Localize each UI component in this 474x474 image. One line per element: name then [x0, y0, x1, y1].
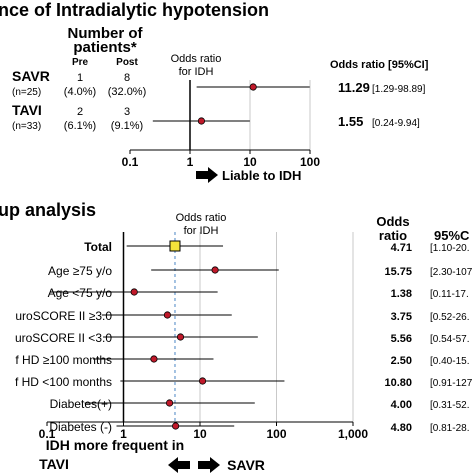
bottom-row-or-value: 3.75 [391, 311, 412, 323]
top-row-post-count: 8 [124, 72, 130, 84]
bottom-row-or-marker-square [169, 240, 181, 252]
bottom-row-ci-text: [0.91-127 [430, 378, 473, 389]
bottom-x-tick-label: 0.1 [39, 427, 56, 441]
bottom-row-ci-text: [0.11-17. [430, 289, 469, 300]
header-patients-line2: patients* [73, 39, 137, 56]
bottom-row-or-value: 1.38 [391, 288, 412, 300]
bottom-row-or-value: 4.71 [391, 242, 412, 254]
bottom-axis-header-line1: Odds ratio [176, 212, 227, 224]
bottom-row-or-marker [176, 333, 185, 341]
bottom-row-or-marker [130, 288, 138, 296]
top-row-post-count: 3 [124, 106, 130, 118]
bottom-row-ci-text: [0.81-28. [430, 423, 469, 434]
bottom-row-ci-text: [2.30-107 [430, 267, 473, 278]
bottom-row-label: uroSCORE II <3.0 [15, 331, 112, 345]
bottom-right-arrow [198, 457, 220, 473]
bottom-row-or-marker [172, 422, 180, 430]
top-x-tick-label: 100 [300, 155, 320, 169]
header-post: Post [116, 57, 138, 68]
top-row-or-marker [249, 83, 257, 91]
top-row-or-marker [197, 117, 206, 125]
bottom-row-label: Age <75 y/o [48, 286, 113, 300]
top-row-post-percent: (32.0%) [108, 86, 147, 98]
top-title: nce of Intradialytic hypotension [0, 0, 269, 20]
bottom-row-ci-text: [1.10-20. [430, 243, 469, 254]
top-axis-header-line2: for IDH [179, 66, 214, 78]
header-pre: Pre [72, 57, 89, 68]
bottom-row-or-value: 15.75 [384, 266, 412, 278]
bottom-or-header-line2: ratio [379, 228, 407, 243]
top-row-or-value: 1.55 [338, 114, 363, 129]
top-liable-arrow [196, 167, 218, 183]
bottom-row-or-marker [165, 399, 174, 407]
top-or-ci-header: Odds ratio [95%CI] [330, 59, 429, 71]
top-row-pre-percent: (4.0%) [64, 86, 96, 98]
top-row-pre-count: 2 [77, 106, 83, 118]
bottom-left-arrow-label: TAVI [39, 456, 69, 472]
top-liable-label: Liable to IDH [222, 168, 301, 183]
bottom-row-label: f HD ≥100 months [15, 353, 112, 367]
bottom-row-label: uroSCORE II ≥3.0 [15, 309, 112, 323]
bottom-or-header-line1: Odds [376, 214, 409, 229]
top-row-pre-count: 1 [77, 72, 83, 84]
top-row-pre-percent: (6.1%) [64, 120, 96, 132]
top-x-tick-label: 10 [243, 155, 257, 169]
top-x-tick-label: 1 [187, 155, 194, 169]
bottom-row-label: Total [84, 240, 112, 254]
header-patients-line1: Number of [68, 25, 144, 42]
bottom-row-or-marker [198, 377, 207, 385]
top-row-group-label: SAVR [12, 68, 50, 84]
bottom-row-or-value: 4.00 [391, 399, 412, 411]
bottom-ci-header: 95%C [434, 228, 470, 243]
bottom-title: up analysis [0, 200, 96, 220]
bottom-row-ci-text: [0.52-26. [430, 312, 469, 323]
bottom-row-ci-text: [0.31-52. [430, 400, 469, 411]
top-row-n-label: (n=33) [12, 121, 41, 132]
bottom-x-tick-label: 100 [266, 427, 286, 441]
bottom-left-arrow [168, 457, 190, 473]
bottom-x-tick-label: 1,000 [338, 427, 368, 441]
top-row-ci-text: [0.24-9.94] [372, 118, 420, 129]
bottom-row-label: Diabetes (-) [49, 420, 112, 434]
top-x-tick-label: 0.1 [122, 155, 139, 169]
top-row-group-label: TAVI [12, 102, 42, 118]
bottom-x-tick-label: 10 [193, 427, 207, 441]
bottom-row-or-marker [211, 266, 219, 274]
bottom-row-or-marker [150, 355, 158, 363]
bottom-row-ci-text: [0.54-57. [430, 334, 469, 345]
bottom-right-arrow-label: SAVR [227, 457, 265, 473]
bottom-row-label: Age ≥75 y/o [48, 264, 112, 278]
top-row-or-value: 11.29 [338, 80, 370, 95]
bottom-row-or-value: 10.80 [384, 377, 412, 389]
top-row-ci-text: [1.29-98.89] [372, 84, 426, 95]
bottom-row-or-value: 4.80 [391, 422, 412, 434]
top-row-post-percent: (9.1%) [111, 120, 143, 132]
bottom-row-label: Diabetes(+) [50, 397, 112, 411]
bottom-row-or-value: 5.56 [391, 333, 412, 345]
top-axis-header-line1: Odds ratio [171, 53, 222, 65]
bottom-row-ci-text: [0.40-15. [430, 356, 469, 367]
bottom-x-tick-label: 1 [120, 427, 127, 441]
bottom-row-or-marker [163, 311, 172, 319]
bottom-axis-header-line2: for IDH [184, 225, 219, 237]
bottom-row-or-value: 2.50 [391, 355, 412, 367]
top-row-n-label: (n=25) [12, 87, 41, 98]
bottom-row-label: f HD <100 months [15, 375, 112, 389]
bottom-direction-caption: IDH more frequent in [46, 437, 184, 453]
